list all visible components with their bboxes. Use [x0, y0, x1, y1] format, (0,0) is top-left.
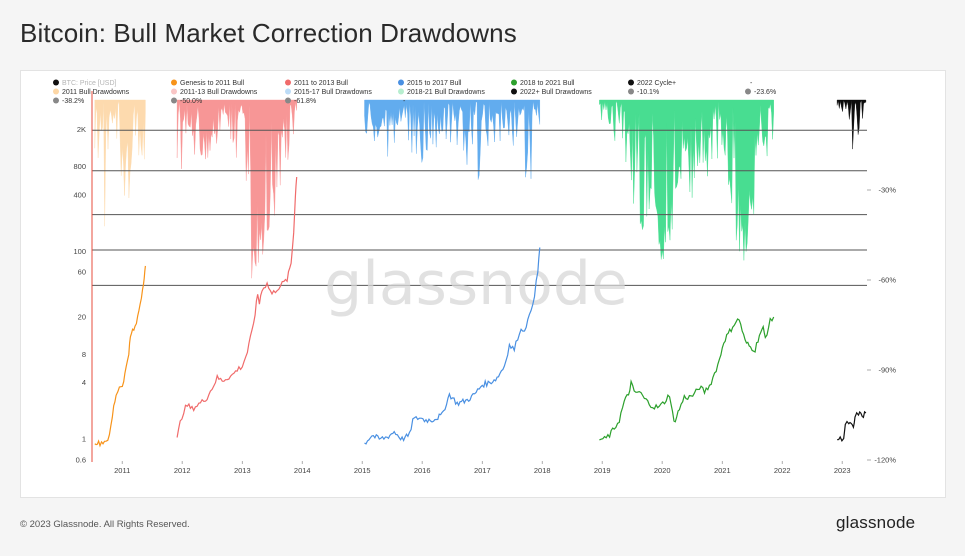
x-tick-10: 2021 — [714, 466, 731, 475]
drawdown-area-4 — [836, 99, 867, 150]
y-right-tick-3: -120% — [874, 456, 896, 465]
legend-marker-11 — [511, 88, 517, 95]
copyright-text: © 2023 Glassnode. All Rights Reserved. — [20, 519, 190, 530]
legend-marker-10 — [398, 88, 404, 95]
x-axis-ticks: 2011 2012 2013 2014 2015 2016 2017 2018 2019 2020… — [114, 461, 851, 475]
x-tick-5: 2016 — [414, 466, 431, 475]
legend-marker-2 — [285, 79, 291, 86]
legend-marker-1 — [171, 79, 177, 86]
legend-marker-14 — [53, 97, 59, 104]
legend-marker-3 — [398, 79, 404, 86]
right-axis-ticks: -30% -60% -90% -120% — [867, 186, 896, 465]
page-title: Bitcoin: Bull Market Correction Drawdown… — [20, 18, 517, 48]
legend-label-16: -61.8% — [294, 98, 316, 105]
legend-marker-16 — [285, 97, 291, 104]
price-line-2 — [364, 247, 541, 445]
legend: BTC: Price [USD] Genesis to 2011 Bull 2011… — [53, 79, 776, 105]
legend-label-4: 2018 to 2021 Bull — [520, 80, 575, 87]
price-line-3 — [599, 316, 775, 441]
y-right-tick-1: -60% — [878, 276, 896, 285]
legend-label-1: Genesis to 2011 Bull — [180, 80, 245, 87]
legend-label-14: -38.2% — [62, 98, 84, 105]
x-tick-12: 2023 — [834, 466, 851, 475]
legend-label-15: -50.0% — [180, 98, 202, 105]
x-tick-2: 2013 — [234, 466, 251, 475]
y-left-tick-6: 100 — [73, 247, 86, 256]
y-left-tick-7: 400 — [73, 190, 86, 199]
x-tick-6: 2017 — [474, 466, 491, 475]
y-left-tick-2: 4 — [82, 378, 86, 387]
legend-label-8: 2011-13 Bull Drawdowns — [180, 89, 258, 96]
x-tick-8: 2019 — [594, 466, 611, 475]
legend-label-11: 2022+ Bull Drawdowns — [520, 89, 592, 96]
x-tick-11: 2022 — [774, 466, 791, 475]
legend-marker-12 — [628, 88, 634, 95]
legend-marker-5 — [628, 79, 634, 86]
legend-marker-4 — [511, 79, 517, 86]
y-left-tick-0: 0.6 — [76, 456, 86, 465]
legend-label-17: - — [403, 98, 406, 105]
legend-marker-0 — [53, 79, 59, 86]
y-left-tick-1: 1 — [82, 435, 86, 444]
y-left-tick-9: 2K — [77, 125, 86, 134]
legend-marker-7 — [53, 88, 59, 95]
x-tick-7: 2018 — [534, 466, 551, 475]
legend-marker-13 — [745, 88, 751, 95]
legend-marker-8 — [171, 88, 177, 95]
legend-label-12: -10.1% — [637, 89, 659, 96]
legend-marker-15 — [171, 97, 177, 104]
y-right-tick-0: -30% — [878, 186, 896, 195]
watermark: glassnode — [324, 249, 628, 319]
drawdown-area-2 — [364, 99, 540, 180]
x-tick-4: 2015 — [354, 466, 371, 475]
price-line-0 — [94, 265, 146, 448]
legend-label-3: 2015 to 2017 Bull — [407, 80, 462, 87]
drawdown-area-1 — [176, 99, 297, 279]
y-left-tick-4: 20 — [78, 313, 86, 322]
x-tick-1: 2012 — [174, 466, 191, 475]
legend-label-13: -23.6% — [754, 89, 776, 96]
y-left-tick-3: 8 — [82, 350, 86, 359]
price-line-4 — [837, 410, 867, 442]
x-tick-0: 2011 — [114, 466, 130, 475]
legend-marker-9 — [285, 88, 291, 95]
legend-label-2: 2011 to 2013 Bull — [294, 80, 348, 87]
legend-label-5: 2022 Cycle+ — [637, 80, 676, 87]
chart-card: glassnode 0.6 1 4 8 20 60 100 400 800 2K -30% -60%… — [20, 70, 946, 498]
fib-level-lines — [92, 129, 867, 286]
x-tick-9: 2020 — [654, 466, 671, 475]
legend-label-7: 2011 Bull Drawdowns — [62, 89, 130, 96]
y-left-tick-5: 60 — [78, 268, 86, 277]
legend-label-9: 2015-17 Bull Drawdowns — [294, 89, 372, 96]
price-lines — [94, 176, 867, 448]
drawdown-areas — [94, 99, 867, 279]
y-left-tick-8: 800 — [73, 162, 86, 171]
glassnode-logo: glassnode — [836, 513, 916, 532]
price-line-1 — [176, 176, 298, 438]
x-tick-3: 2014 — [294, 466, 311, 475]
y-right-tick-2: -90% — [878, 366, 896, 375]
legend-label-10: 2018-21 Bull Drawdowns — [407, 89, 485, 96]
legend-label-0: BTC: Price [USD] — [62, 80, 117, 87]
legend-label-6: - — [750, 80, 753, 87]
chart-svg: glassnode 0.6 1 4 8 20 60 100 400 800 2K -30% -60%… — [53, 79, 896, 475]
drawdown-area-3 — [599, 99, 774, 261]
drawdown-area-0 — [94, 99, 146, 227]
left-axis-ticks: 0.6 1 4 8 20 60 100 400 800 2K — [73, 125, 86, 465]
